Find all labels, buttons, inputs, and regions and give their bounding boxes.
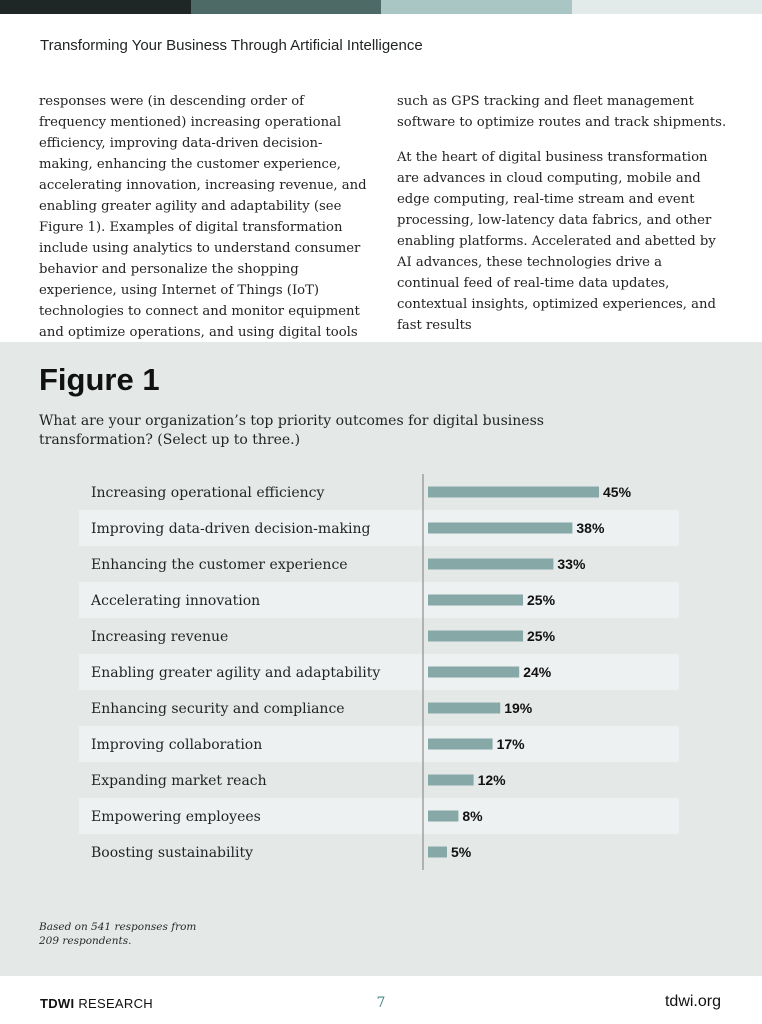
- bar: [428, 738, 493, 750]
- top-bar-segment-3: [381, 0, 572, 14]
- row-stripe: [79, 726, 679, 762]
- footer-brand: TDWI RESEARCH: [40, 996, 153, 1011]
- category-label: Enhancing the customer experience: [91, 557, 348, 573]
- bar: [428, 594, 523, 606]
- figure-footnote: Based on 541 responses from 209 responde…: [39, 920, 196, 948]
- top-bar-segment-1: [0, 0, 191, 14]
- figure-title: Figure 1: [39, 362, 160, 397]
- category-label: Improving collaboration: [91, 737, 262, 753]
- top-bar-segment-4: [571, 0, 762, 14]
- category-label: Increasing operational efficiency: [91, 485, 325, 501]
- footnote-line: Based on 541 responses from: [39, 921, 197, 933]
- body-paragraph: such as GPS tracking and fleet managemen…: [397, 94, 727, 130]
- value-label: 45%: [603, 484, 632, 500]
- figure-question: What are your organization’s top priorit…: [39, 413, 544, 448]
- bar: [428, 774, 474, 786]
- top-bar-segment-2: [190, 0, 381, 14]
- bar: [428, 486, 599, 498]
- value-label: 8%: [462, 808, 483, 824]
- body-paragraph: At the heart of digital business transfo…: [397, 150, 716, 333]
- bar: [428, 846, 447, 858]
- bar: [428, 558, 554, 570]
- value-label: 25%: [527, 628, 556, 644]
- bar: [428, 522, 573, 534]
- category-label: Expanding market reach: [91, 773, 267, 789]
- row-stripe: [79, 582, 679, 618]
- value-label: 5%: [451, 844, 472, 860]
- body-paragraph: responses were (in descending order of f…: [39, 94, 367, 340]
- row-stripe: [79, 510, 679, 546]
- footer-url[interactable]: tdwi.org: [664, 993, 721, 1010]
- category-label: Increasing revenue: [91, 629, 228, 645]
- category-label: Boosting sustainability: [91, 845, 253, 861]
- value-label: 38%: [576, 520, 605, 536]
- body-column-right: such as GPS tracking and fleet managemen…: [397, 91, 727, 350]
- row-stripe: [79, 654, 679, 690]
- footnote-line: 209 respondents.: [39, 935, 132, 947]
- value-label: 33%: [557, 556, 586, 572]
- value-label: 12%: [478, 772, 507, 788]
- bar: [428, 666, 520, 678]
- footer-brand-rest: RESEARCH: [74, 996, 153, 1011]
- category-label: Enhancing security and compliance: [91, 701, 345, 717]
- top-color-bar: [0, 0, 762, 14]
- category-label: Accelerating innovation: [90, 593, 260, 609]
- value-label: 24%: [523, 664, 552, 680]
- document-header-title: Transforming Your Business Through Artif…: [40, 37, 423, 54]
- row-stripe: [79, 798, 679, 834]
- value-label: 25%: [527, 592, 556, 608]
- bar: [428, 810, 459, 822]
- category-label: Improving data-driven decision-making: [91, 521, 371, 537]
- footer-brand-bold: TDWI: [40, 996, 75, 1011]
- page-number: 7: [376, 995, 386, 1011]
- bar: [428, 630, 523, 642]
- category-label: Enabling greater agility and adaptabilit…: [91, 665, 380, 681]
- body-column-left: responses were (in descending order of f…: [39, 91, 369, 357]
- category-label: Empowering employees: [91, 809, 261, 825]
- bar: [428, 702, 501, 714]
- value-label: 19%: [504, 700, 533, 716]
- value-label: 17%: [497, 736, 526, 752]
